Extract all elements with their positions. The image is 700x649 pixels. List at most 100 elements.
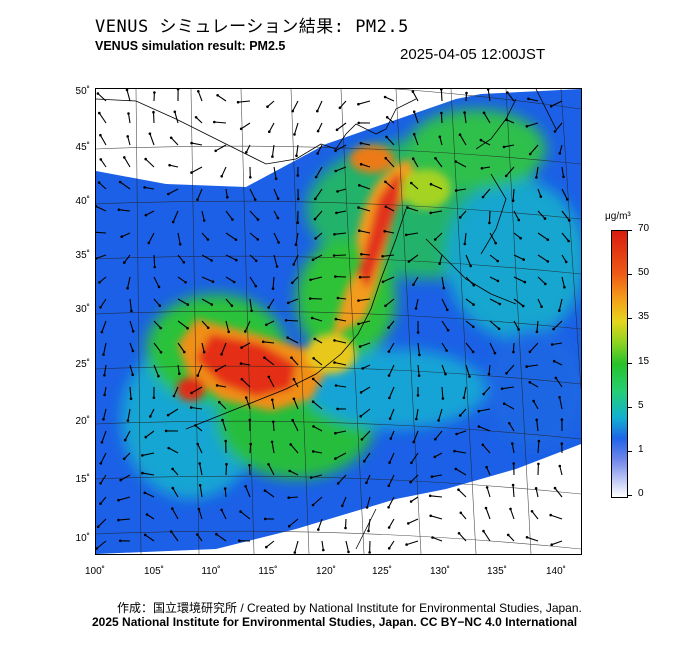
wind-arrow-head (525, 125, 529, 128)
wind-arrow-head (103, 393, 106, 397)
wind-arrow-head (360, 438, 364, 441)
wind-arrow-head (169, 136, 173, 140)
wind-arrow-head (568, 219, 571, 222)
wind-arrow (551, 540, 563, 546)
wind-arrow (316, 100, 323, 112)
wind-arrow (358, 320, 371, 325)
wind-arrow (167, 408, 179, 416)
wind-arrow-head (333, 361, 336, 364)
wind-arrow (483, 386, 491, 395)
wind-arrow-head (268, 130, 271, 133)
wind-arrow-head (99, 482, 102, 485)
wind-arrow (225, 320, 230, 332)
wind-arrow-head (487, 372, 491, 376)
wind-arrow (389, 408, 395, 419)
wind-arrow-head (256, 218, 260, 221)
wind-arrow (465, 276, 475, 286)
wind-arrow-head (96, 525, 100, 528)
wind-arrow-head (197, 90, 200, 93)
lon-label: 110˚ (201, 566, 221, 577)
wind-arrow-head (511, 199, 515, 202)
wind-arrow (287, 298, 299, 304)
wind-arrow (435, 157, 443, 168)
wind-arrow-head (563, 285, 566, 289)
wind-arrow (174, 111, 179, 124)
wind-arrow-head (332, 254, 336, 257)
wind-arrow-head (384, 205, 388, 209)
wind-arrow (506, 119, 515, 124)
wind-arrow-head (359, 391, 363, 394)
wind-arrow-head (230, 304, 234, 307)
wind-arrow (123, 452, 131, 460)
wind-arrow-head (99, 462, 103, 465)
wind-arrow (553, 320, 563, 330)
wind-arrow (360, 408, 371, 417)
wind-arrow (321, 540, 324, 551)
wind-arrow (410, 182, 419, 190)
wind-arrow-head (405, 543, 408, 546)
wind-arrow (526, 122, 539, 127)
wind-arrow-head (127, 112, 130, 115)
wind-arrow-head (468, 375, 471, 378)
wind-arrow-head (102, 417, 105, 421)
wind-arrow-head (152, 110, 155, 114)
wind-arrow (503, 403, 515, 410)
wind-arrow-head (186, 303, 190, 306)
wind-arrow-head (338, 106, 342, 110)
wind-arrow-head (336, 407, 339, 411)
wind-arrow-head (215, 532, 218, 536)
wind-arrow (344, 518, 347, 529)
wind-arrow (317, 518, 323, 530)
wind-arrow (388, 518, 395, 528)
wind-arrow-head (226, 195, 229, 199)
wind-arrow-head (286, 301, 290, 305)
lat-label: 10˚ (75, 533, 90, 544)
wind-arrow (512, 342, 515, 353)
wind-arrow (294, 540, 299, 553)
wind-arrow-head (479, 138, 483, 142)
wind-arrow-head (312, 357, 315, 360)
wind-arrow (480, 139, 491, 146)
wind-arrow (410, 452, 419, 464)
wind-arrow-head (438, 135, 442, 139)
wind-arrow-head (256, 238, 260, 241)
wind-arrow-head (528, 350, 532, 354)
wind-arrow-head (131, 373, 134, 377)
wind-arrow-head (525, 536, 529, 539)
wind-arrow-head (254, 259, 258, 263)
wind-arrow-head (387, 526, 391, 529)
wind-arrow (555, 377, 563, 388)
wind-arrow (488, 364, 491, 375)
wind-arrow-head (292, 263, 295, 266)
colorbar-label: 70 (638, 223, 650, 234)
wind-arrow-head (310, 316, 314, 320)
wind-arrow-head (558, 464, 562, 468)
wind-arrow (478, 425, 491, 432)
wind-arrow (314, 338, 323, 344)
wind-arrow (430, 210, 443, 214)
wind-arrow (249, 276, 257, 287)
wind-arrow (432, 536, 443, 542)
wind-arrow (129, 386, 132, 399)
wind-arrow-head (521, 304, 525, 308)
wind-arrow (550, 100, 563, 107)
wind-arrow-head (506, 91, 509, 94)
wind-arrow (390, 430, 395, 439)
wind-arrow (201, 254, 212, 261)
wind-arrow-head (433, 455, 437, 459)
wind-arrow (217, 94, 227, 102)
wind-arrow (103, 364, 107, 376)
wind-arrow (526, 536, 539, 542)
wind-arrow (271, 144, 275, 157)
wind-arrow (121, 232, 131, 238)
wind-arrow-head (496, 279, 500, 283)
wind-arrow-head (525, 365, 528, 368)
wind-arrow (148, 232, 155, 244)
wind-arrow (177, 320, 188, 329)
wind-arrow-head (202, 219, 206, 222)
wind-arrow-head (263, 517, 267, 521)
license-line: 2025 National Institute for Environmenta… (92, 615, 578, 629)
wind-arrow (481, 166, 491, 169)
wind-arrow (248, 465, 251, 476)
wind-arrow-head (387, 506, 390, 509)
